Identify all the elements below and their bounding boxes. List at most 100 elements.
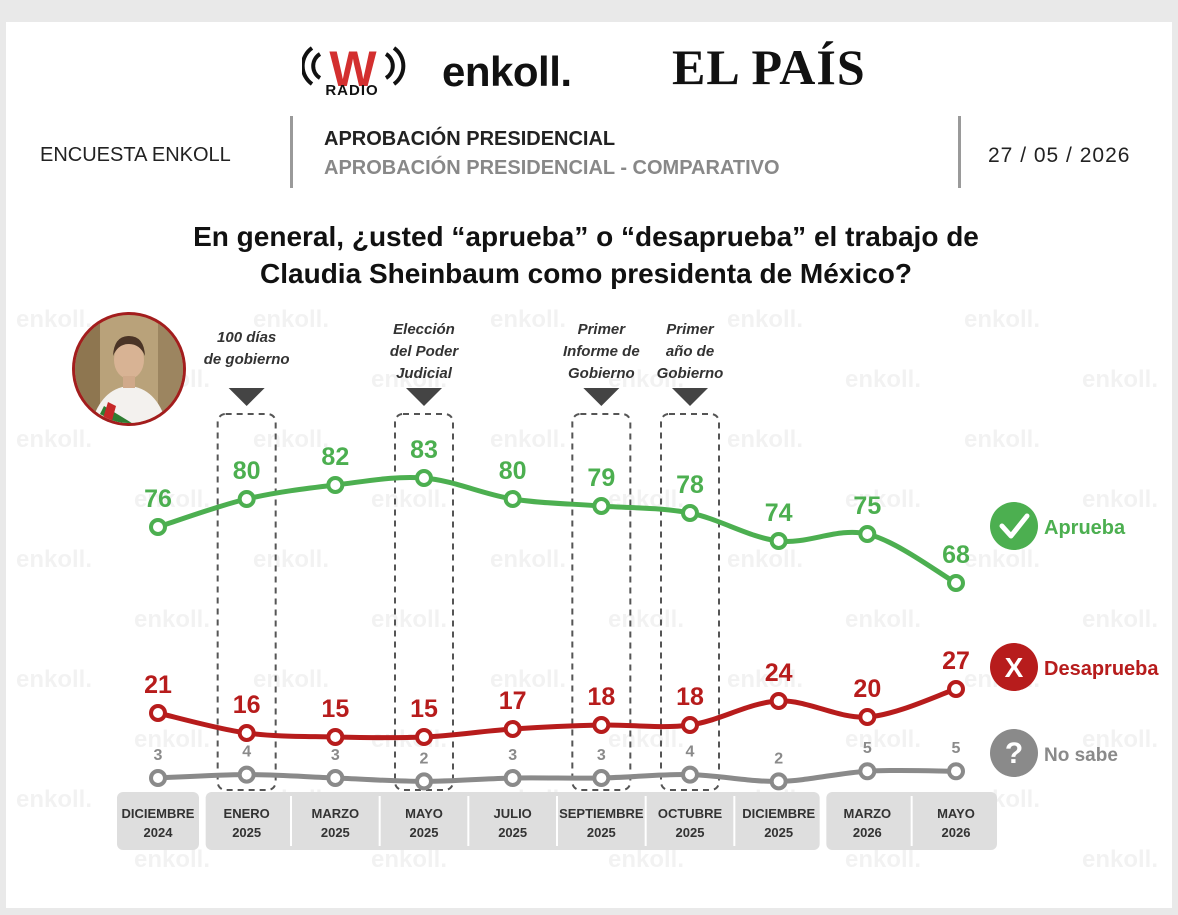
x-tick-label: 2025 xyxy=(764,825,793,840)
event-arrow-icon xyxy=(583,388,620,406)
data-label: 17 xyxy=(499,687,527,715)
x-tick-label: 2025 xyxy=(676,825,705,840)
data-label: 75 xyxy=(853,492,881,520)
data-label: 15 xyxy=(321,695,349,723)
watermark-text: enkoll. xyxy=(727,306,803,333)
data-point xyxy=(149,769,167,787)
watermark-text: enkoll. xyxy=(727,426,803,453)
enkoll-logo: enkoll. xyxy=(442,48,572,95)
survey-card: W RADIO enkoll. EL PAÍS ENCUESTA ENKOLL … xyxy=(6,22,1172,908)
data-label: 4 xyxy=(242,744,251,761)
watermark-text: enkoll. xyxy=(490,306,566,333)
watermark-text: enkoll. xyxy=(371,486,447,513)
watermark-text: enkoll. xyxy=(16,786,92,813)
data-point xyxy=(947,574,965,592)
data-label: 3 xyxy=(331,747,340,764)
x-tick-label: JULIO xyxy=(494,806,532,821)
event-label: de gobierno xyxy=(204,351,290,368)
watermark-text: enkoll. xyxy=(964,546,1040,573)
data-label: 79 xyxy=(587,464,615,492)
data-point xyxy=(503,720,522,738)
x-tick-label: 2025 xyxy=(410,825,439,840)
watermark-text: enkoll. xyxy=(490,426,566,453)
watermark-text: enkoll. xyxy=(134,486,210,513)
data-label: 4 xyxy=(686,744,695,761)
event-label: Gobierno xyxy=(568,365,635,382)
w-radio-logo: W RADIO xyxy=(300,36,412,118)
data-label: 16 xyxy=(233,691,261,719)
x-tick-label: 2025 xyxy=(587,825,616,840)
legend-label: No sabe xyxy=(1044,745,1118,766)
data-point xyxy=(681,716,699,734)
data-point xyxy=(858,762,877,781)
watermark-text: enkoll. xyxy=(371,846,447,873)
survey-question: En general, ¿usted “aprueba” o “desaprue… xyxy=(86,218,1086,292)
data-point xyxy=(592,769,611,787)
question-mark: ? xyxy=(1005,737,1023,770)
x-tick-label: ENERO xyxy=(224,806,270,821)
data-label: 24 xyxy=(765,659,793,687)
watermark-text: enkoll. xyxy=(371,606,447,633)
data-label: 20 xyxy=(853,675,881,703)
el-pais-logo: EL PAÍS xyxy=(672,39,866,95)
data-label: 80 xyxy=(499,457,527,485)
data-label: 21 xyxy=(144,671,172,699)
watermark-text: enkoll. xyxy=(16,546,92,573)
data-label: 2 xyxy=(774,750,783,767)
axis-label-box xyxy=(205,792,820,850)
event-label: año de xyxy=(666,343,714,360)
question-icon xyxy=(990,729,1038,777)
data-label: 3 xyxy=(154,747,163,764)
watermark-text: enkoll. xyxy=(1082,726,1158,753)
axis-label-box xyxy=(117,792,199,850)
watermark-text: enkoll. xyxy=(1082,606,1158,633)
watermark-text: enkoll. xyxy=(964,306,1040,333)
x-tick-label: 2026 xyxy=(853,825,882,840)
event-arrow-icon xyxy=(406,388,442,406)
watermark-text: enkoll. xyxy=(134,846,210,873)
x-icon xyxy=(990,643,1038,691)
watermark-text: enkoll. xyxy=(1082,846,1158,873)
data-point xyxy=(415,728,433,746)
legend-label: Aprueba xyxy=(1044,517,1126,539)
data-point xyxy=(326,769,345,787)
data-label: 83 xyxy=(410,436,438,464)
x-tick-label: MARZO xyxy=(311,806,359,821)
question-line: Claudia Sheinbaum como presidenta de Méx… xyxy=(260,258,912,289)
watermark-text: enkoll. xyxy=(845,366,921,393)
data-label: 15 xyxy=(410,695,438,723)
data-label: 3 xyxy=(508,747,517,764)
data-point xyxy=(503,769,522,787)
event-box xyxy=(660,413,720,791)
watermark-text: enkoll. xyxy=(608,726,684,753)
watermark-text: enkoll. xyxy=(490,546,566,573)
data-label: 80 xyxy=(233,457,261,485)
check-icon xyxy=(990,502,1038,550)
data-point xyxy=(326,728,345,746)
watermark-text: enkoll. xyxy=(608,366,684,393)
event-arrow-icon xyxy=(228,388,265,406)
data-point xyxy=(769,772,788,791)
data-point xyxy=(149,704,167,722)
event-label: Judicial xyxy=(396,365,453,382)
data-point xyxy=(326,476,345,494)
data-label: 68 xyxy=(942,541,970,569)
series-line-2 xyxy=(155,767,959,784)
data-point xyxy=(947,680,965,698)
avatar xyxy=(70,310,188,428)
watermark-text: enkoll. xyxy=(845,846,921,873)
series-line-1 xyxy=(155,686,959,741)
data-label: 82 xyxy=(321,443,349,471)
data-label: 5 xyxy=(952,740,961,757)
event-box xyxy=(571,413,632,791)
data-point xyxy=(415,772,433,791)
data-point xyxy=(237,724,256,742)
watermark-text: enkoll. xyxy=(490,666,566,693)
x-tick-label: 2026 xyxy=(942,825,971,840)
watermark-text: enkoll. xyxy=(608,846,684,873)
series-line-0 xyxy=(155,474,959,586)
data-label: 78 xyxy=(676,471,704,499)
data-label: 74 xyxy=(765,499,793,527)
event-box xyxy=(216,413,277,791)
data-point xyxy=(858,525,877,543)
